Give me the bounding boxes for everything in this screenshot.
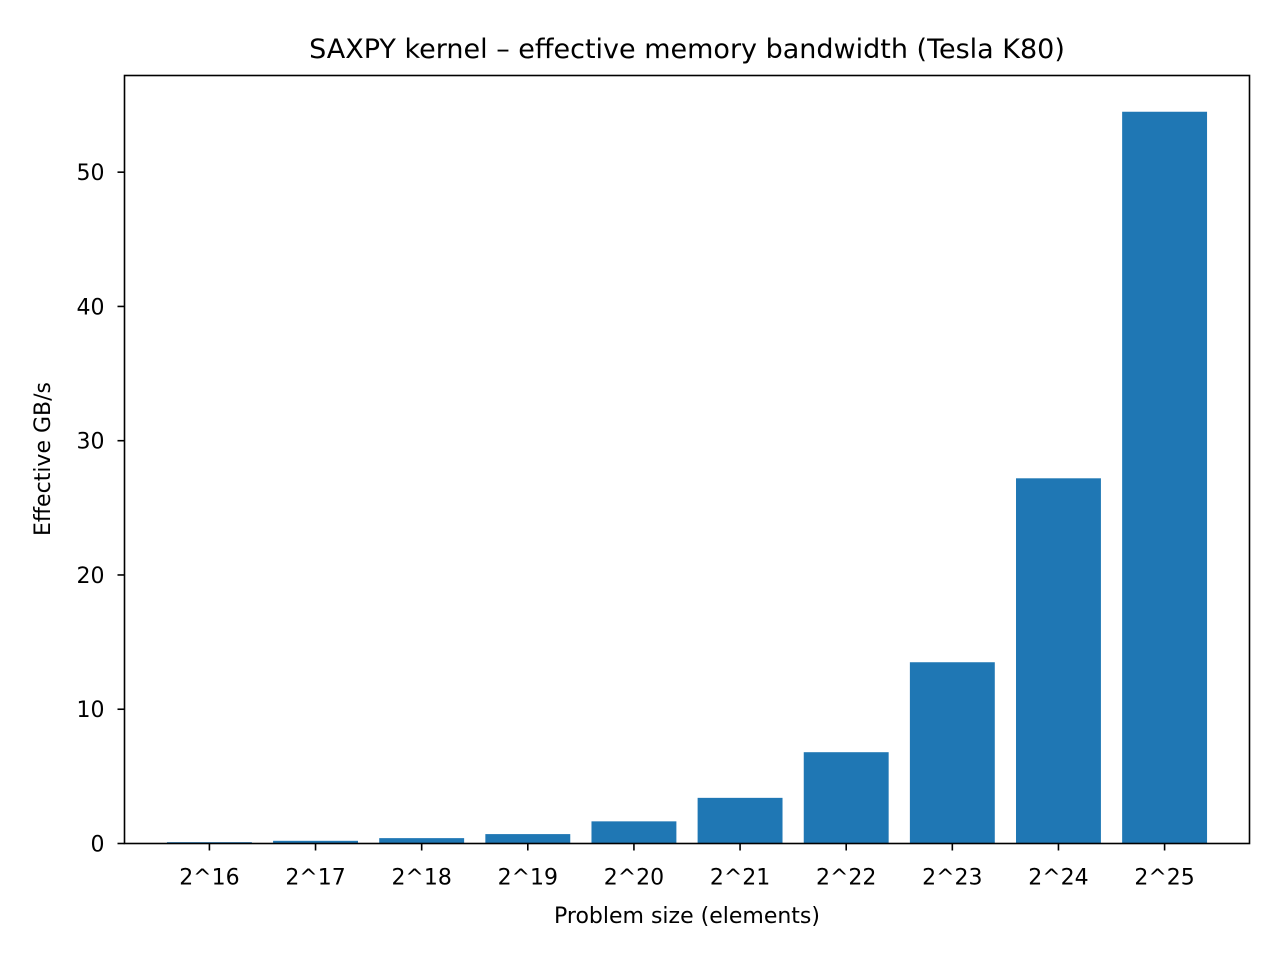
y-tick-label: 40 bbox=[77, 295, 105, 320]
chart-title: SAXPY kernel – effective memory bandwidt… bbox=[309, 34, 1065, 65]
bar-2^25 bbox=[1122, 111, 1208, 844]
y-axis-label: Effective GB/s bbox=[31, 382, 56, 536]
x-tick-label: 2^22 bbox=[816, 866, 876, 891]
bar-2^17 bbox=[273, 840, 358, 844]
y-tick-label: 0 bbox=[91, 833, 105, 858]
x-tick-label: 2^19 bbox=[498, 866, 558, 891]
bar-2^18 bbox=[379, 838, 465, 844]
bar-2^21 bbox=[697, 797, 783, 844]
bar-2^20 bbox=[591, 821, 677, 844]
plot-frame bbox=[123, 74, 1251, 845]
x-tick-label: 2^16 bbox=[179, 866, 239, 891]
bar-2^24 bbox=[1016, 478, 1101, 844]
x-tick-label: 2^25 bbox=[1134, 866, 1194, 891]
x-tick-label: 2^17 bbox=[285, 866, 345, 891]
y-tick-label: 10 bbox=[77, 698, 105, 723]
x-axis-label: Problem size (elements) bbox=[554, 904, 820, 929]
y-tick-label: 50 bbox=[77, 161, 105, 186]
x-axis: 2^16 2^17 2^18 2^19 2^20 2^21 2^22 2^23 2^24 2^25 bbox=[179, 843, 1195, 891]
bars-layer bbox=[166, 111, 1208, 844]
bar-2^23 bbox=[909, 662, 995, 844]
bar-2^19 bbox=[485, 834, 571, 844]
y-axis: 0 10 20 30 40 50 bbox=[77, 161, 125, 858]
y-tick-label: 30 bbox=[77, 430, 105, 455]
x-tick-label: 2^21 bbox=[710, 866, 770, 891]
x-tick-label: 2^23 bbox=[922, 866, 982, 891]
bar-2^22 bbox=[803, 752, 889, 844]
x-tick-label: 2^18 bbox=[391, 866, 451, 891]
y-tick-label: 20 bbox=[77, 564, 105, 589]
x-tick-label: 2^24 bbox=[1028, 866, 1088, 891]
x-tick-label: 2^20 bbox=[604, 866, 664, 891]
